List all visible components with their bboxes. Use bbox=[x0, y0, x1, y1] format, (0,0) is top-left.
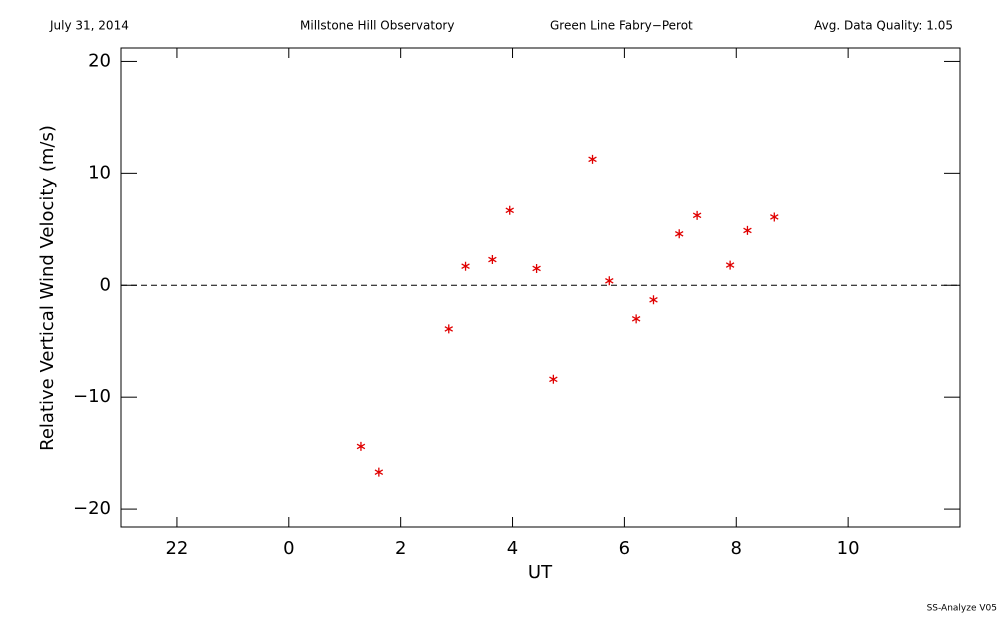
data-point bbox=[549, 374, 558, 384]
data-point bbox=[461, 261, 470, 271]
footer: SS-Analyze V05 bbox=[927, 604, 997, 614]
data-point bbox=[605, 276, 614, 286]
plot-frame bbox=[120, 47, 961, 528]
data-point bbox=[649, 295, 658, 305]
y-tick-label: −10 bbox=[73, 386, 111, 407]
data-point bbox=[770, 212, 779, 222]
data-point bbox=[532, 263, 541, 273]
data-point bbox=[444, 324, 454, 334]
data-point bbox=[725, 260, 735, 270]
data-point bbox=[674, 229, 684, 239]
data-point bbox=[588, 154, 597, 164]
x-axis-label: UT bbox=[528, 562, 553, 583]
header-site: Millstone Hill Observatory bbox=[300, 19, 454, 33]
header-date: July 31, 2014 bbox=[49, 19, 129, 33]
x-tick-label: 8 bbox=[731, 538, 742, 559]
x-tick-label: 0 bbox=[283, 538, 294, 559]
y-tick-label: 20 bbox=[88, 50, 111, 71]
x-tick-label: 2 bbox=[395, 538, 406, 559]
y-tick-label: 0 bbox=[100, 274, 111, 295]
data-point bbox=[374, 467, 384, 477]
y-tick-label: −20 bbox=[73, 498, 111, 519]
data-point bbox=[631, 314, 641, 324]
x-tick-label: 4 bbox=[507, 538, 518, 559]
data-point bbox=[505, 205, 514, 215]
data-point bbox=[488, 255, 497, 265]
x-tick-label: 10 bbox=[837, 538, 860, 559]
header-quality: Avg. Data Quality: 1.05 bbox=[814, 19, 953, 33]
data-point bbox=[692, 210, 702, 220]
x-tick-label: 22 bbox=[165, 538, 188, 559]
header-instrument: Green Line Fabry−Perot bbox=[550, 19, 693, 33]
data-point bbox=[743, 225, 752, 235]
data-point bbox=[356, 441, 366, 451]
y-axis-label: Relative Vertical Wind Velocity (m/s) bbox=[37, 125, 58, 451]
y-tick-label: 10 bbox=[88, 162, 111, 183]
x-tick-label: 6 bbox=[619, 538, 630, 559]
